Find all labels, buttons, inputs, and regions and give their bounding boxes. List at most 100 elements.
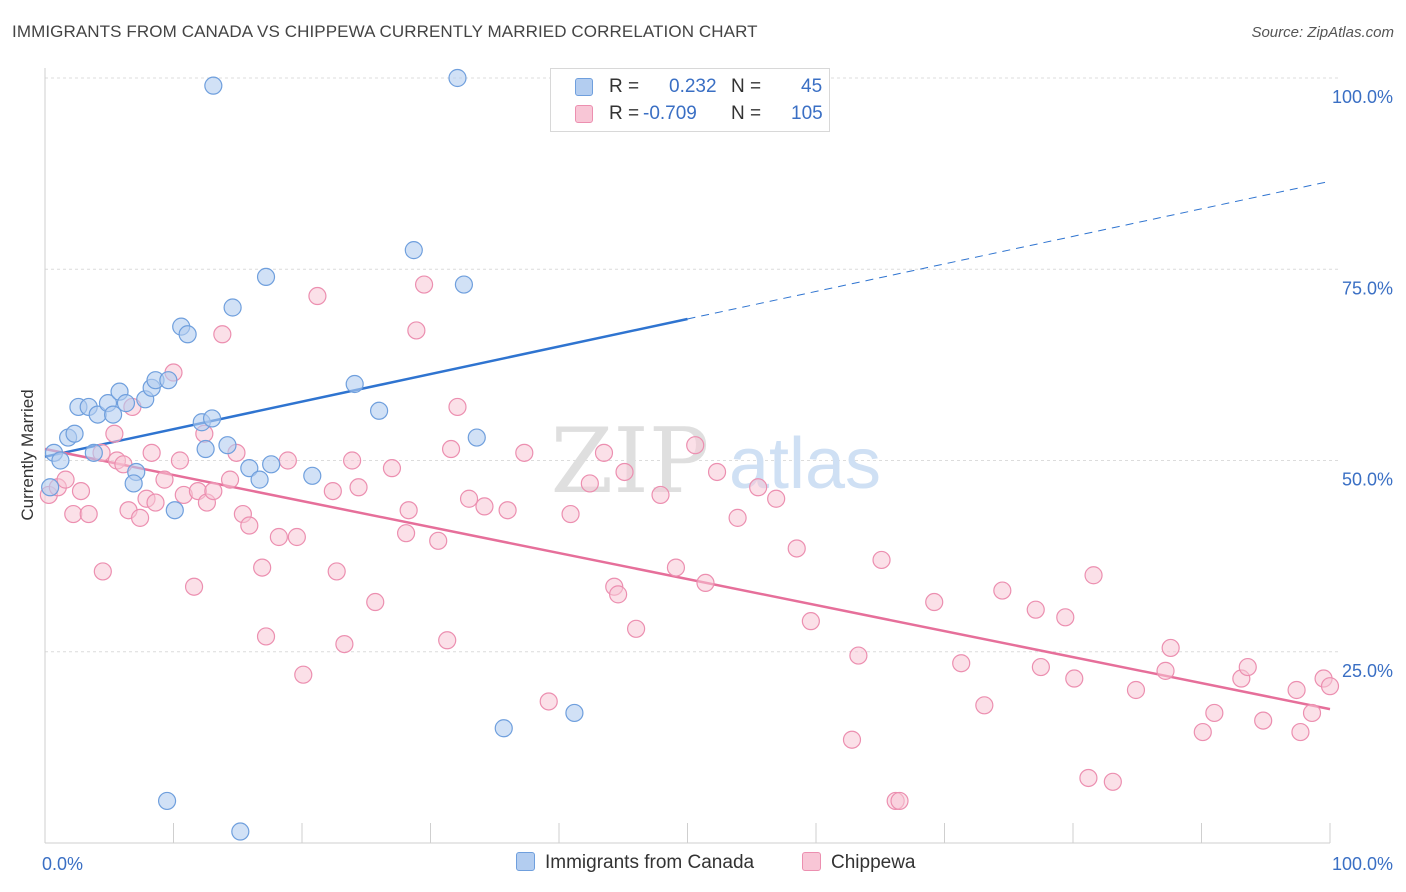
data-point-chippewa bbox=[327, 562, 346, 581]
data-point-chippewa bbox=[170, 451, 190, 470]
data-point-chippewa bbox=[256, 627, 276, 646]
legend-n-label: N = bbox=[731, 76, 762, 97]
data-point-canada bbox=[65, 424, 84, 443]
watermark-zip: ZIP bbox=[551, 409, 710, 514]
data-point-chippewa bbox=[366, 592, 385, 612]
legend-n-label: N = bbox=[731, 103, 762, 124]
data-point-chippewa bbox=[399, 501, 418, 520]
data-point-chippewa bbox=[459, 489, 479, 508]
data-point-canada bbox=[104, 405, 123, 424]
legend-n-value: 45 bbox=[801, 76, 823, 97]
tick-layer: 25.0% 50.0% 75.0% 100.0% 0.0% 100.0% bbox=[42, 87, 1393, 874]
data-point-chippewa bbox=[343, 451, 362, 470]
data-point-canada bbox=[467, 428, 486, 447]
data-point-chippewa bbox=[278, 451, 297, 470]
data-point-chippewa bbox=[308, 286, 327, 306]
data-point-chippewa bbox=[475, 497, 494, 516]
legend-r-label: R = bbox=[609, 103, 640, 124]
data-point-canada bbox=[51, 451, 70, 470]
data-point-chippewa bbox=[749, 478, 768, 497]
data-point-chippewa bbox=[615, 462, 634, 482]
chart-title: IMMIGRANTS FROM CANADA VS CHIPPEWA CURRE… bbox=[12, 22, 758, 41]
legend-r-value: -0.709 bbox=[643, 103, 697, 124]
legend-r-label: R = bbox=[609, 76, 640, 97]
bottom-legend-canada: Immigrants from Canada bbox=[516, 852, 754, 874]
legend-swatch-chippewa bbox=[575, 105, 593, 123]
data-point-chippewa bbox=[441, 439, 461, 459]
data-point-chippewa bbox=[287, 527, 306, 547]
data-point-canada bbox=[159, 371, 178, 390]
grid-layer bbox=[45, 77, 1338, 653]
data-point-canada bbox=[124, 474, 143, 493]
data-point-canada bbox=[202, 409, 222, 428]
data-point-chippewa bbox=[801, 612, 820, 631]
bottom-legend-swatch-canada bbox=[516, 852, 535, 871]
data-point-chippewa bbox=[56, 470, 75, 489]
data-point-chippewa bbox=[1205, 703, 1224, 723]
data-point-canada bbox=[218, 436, 237, 455]
data-point-chippewa bbox=[975, 696, 994, 715]
data-point-canada bbox=[370, 401, 389, 420]
data-point-chippewa bbox=[651, 485, 670, 505]
data-point-chippewa bbox=[707, 462, 727, 482]
y-tick-label: 50.0% bbox=[1342, 470, 1393, 490]
data-point-canada bbox=[404, 241, 423, 260]
data-point-chippewa bbox=[696, 573, 715, 593]
data-point-canada bbox=[256, 267, 276, 286]
data-point-canada bbox=[165, 501, 184, 520]
trendline-chippewa bbox=[44, 447, 1331, 711]
bottom-legend-swatch-chippewa bbox=[802, 852, 821, 871]
y-tick-label: 75.0% bbox=[1342, 278, 1393, 298]
data-point-canada bbox=[448, 68, 467, 88]
legend-r-value: 0.232 bbox=[669, 76, 717, 97]
data-point-chippewa bbox=[184, 577, 204, 596]
data-point-chippewa bbox=[146, 493, 165, 512]
data-point-chippewa bbox=[1287, 680, 1306, 700]
data-point-chippewa bbox=[349, 478, 368, 497]
data-point-chippewa bbox=[253, 558, 272, 577]
data-point-chippewa bbox=[438, 631, 457, 650]
data-point-chippewa bbox=[872, 550, 891, 570]
data-point-chippewa bbox=[1126, 680, 1146, 700]
data-point-chippewa bbox=[580, 474, 599, 493]
data-point-canada bbox=[303, 466, 322, 485]
data-point-canada bbox=[223, 298, 242, 317]
trendline-canada-extension bbox=[687, 180, 1331, 320]
x-tick-label: 100.0% bbox=[1332, 854, 1393, 874]
data-point-chippewa bbox=[498, 501, 517, 520]
points-layer bbox=[39, 68, 1340, 841]
x-tick-label: 0.0% bbox=[42, 854, 83, 874]
data-point-chippewa bbox=[1161, 638, 1180, 658]
data-point-canada bbox=[565, 703, 584, 723]
legend-swatch-canada bbox=[575, 78, 593, 96]
bottom-legend-label-canada: Immigrants from Canada bbox=[545, 852, 755, 873]
trend-layer bbox=[44, 180, 1331, 711]
data-point-chippewa bbox=[890, 791, 909, 811]
data-point-canada bbox=[240, 459, 259, 478]
y-tick-label: 25.0% bbox=[1342, 661, 1393, 681]
data-point-chippewa bbox=[1031, 657, 1050, 677]
data-point-chippewa bbox=[1238, 657, 1257, 677]
data-point-canada bbox=[262, 455, 281, 474]
data-point-chippewa bbox=[666, 558, 686, 577]
data-point-chippewa bbox=[1056, 608, 1075, 627]
data-point-chippewa bbox=[1291, 722, 1310, 742]
data-point-chippewa bbox=[407, 321, 426, 340]
data-point-chippewa bbox=[213, 325, 232, 344]
data-point-chippewa bbox=[155, 470, 174, 489]
correlation-legend: R = 0.232 N = 45 R = -0.709 N = 105 bbox=[550, 68, 830, 132]
data-point-canada bbox=[157, 791, 177, 811]
data-point-chippewa bbox=[142, 443, 161, 462]
data-point-chippewa bbox=[1079, 768, 1098, 788]
data-point-chippewa bbox=[323, 482, 342, 501]
data-point-chippewa bbox=[204, 482, 223, 501]
data-point-chippewa bbox=[79, 504, 98, 524]
data-point-chippewa bbox=[220, 470, 240, 489]
data-point-chippewa bbox=[626, 619, 646, 638]
data-point-chippewa bbox=[448, 397, 467, 417]
data-point-chippewa bbox=[414, 275, 434, 294]
bottom-legend-label-chippewa: Chippewa bbox=[831, 852, 916, 873]
data-point-chippewa bbox=[1103, 772, 1122, 791]
data-point-chippewa bbox=[561, 504, 580, 524]
